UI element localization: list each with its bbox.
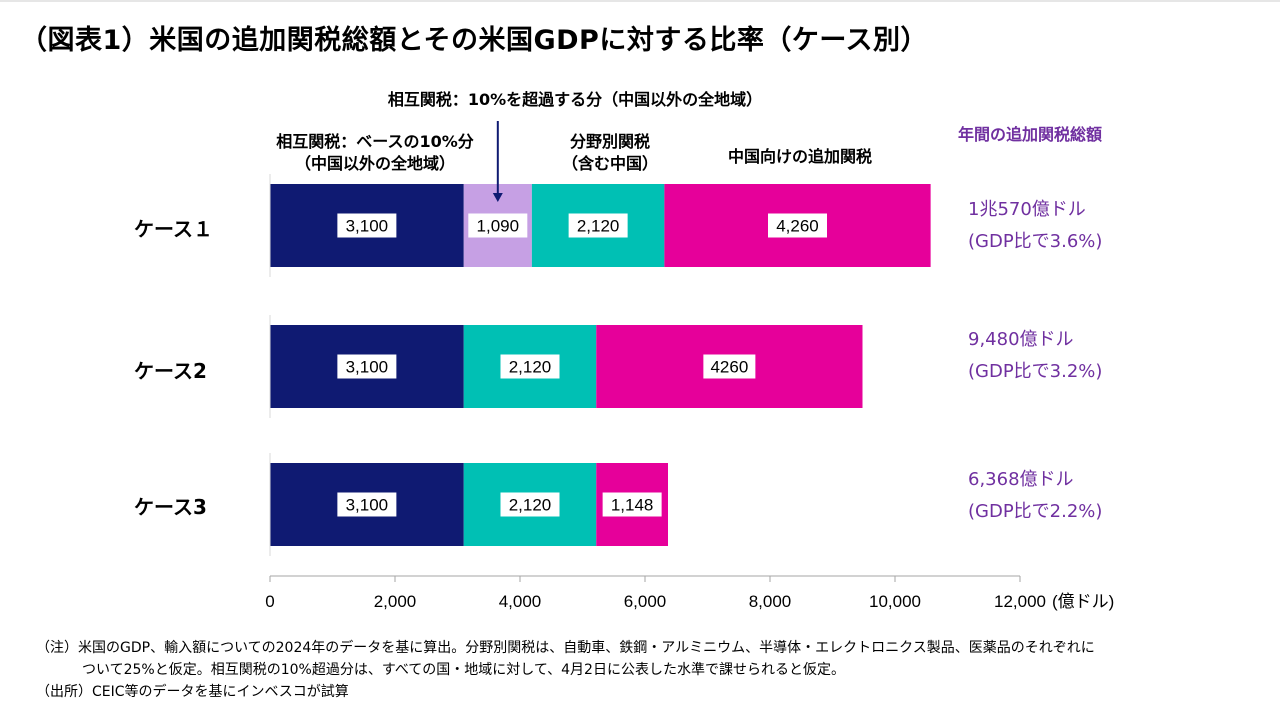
value-label-box-case1-series3 <box>568 213 628 238</box>
header-reciprocal-base: 相互関税：ベースの10%分 （中国以外の全地域） <box>255 131 495 175</box>
source-line: （出所）CEIC等のデータを基にインベスコが試算 <box>36 684 349 700</box>
value-label-case2-series3: 2,120 <box>509 358 552 377</box>
total-case-3-ratio: (GDP比で2.2%) <box>968 501 1103 522</box>
x-tick-label-4: 8,000 <box>749 592 792 611</box>
value-label-case1-series3: 2,120 <box>577 217 620 236</box>
header-sectoral: 分野別関税 （含む中国） <box>545 131 675 175</box>
note-line-2: ついて25%と仮定。相互関税の10%超過分は、すべての国・地域に対して、4月2日… <box>82 662 845 678</box>
total-case-1-amount: 1兆570億ドル <box>968 199 1086 220</box>
value-label-box-case2-series3 <box>500 354 560 379</box>
bars-layer: 3,100 1,090 2,120 4,260 3,100 2,120 4260 3,100 2… <box>270 184 931 546</box>
value-label-case3-series3: 2,120 <box>509 496 552 515</box>
x-tick-label-5: 10,000 <box>869 592 921 611</box>
total-case-3-amount: 6,368億ドル <box>968 469 1074 490</box>
value-label-case1-series2: 1,090 <box>477 217 520 236</box>
case-3-label: ケース3 <box>134 495 207 519</box>
total-case-3: 6,368億ドル (GDP比で2.2%) <box>968 464 1102 528</box>
page-title: （図表1）米国の追加関税総額とその米国GDPに対する比率（ケース別） <box>20 25 928 56</box>
note-line-1: （注）米国のGDP、輸入額についての2024年のデータを基に算出。分野別関税は、… <box>36 640 1095 656</box>
total-case-1-ratio: (GDP比で3.6%) <box>968 231 1103 252</box>
value-label-box-case2-series4 <box>703 354 756 379</box>
x-tick-label-2: 4,000 <box>499 592 542 611</box>
header-reciprocal-base-line2: （中国以外の全地域） <box>294 154 455 173</box>
value-label-case2-series1: 3,100 <box>346 358 389 377</box>
total-case-1: 1兆570億ドル (GDP比で3.6%) <box>968 194 1102 258</box>
value-label-case3-series1: 3,100 <box>346 496 389 515</box>
x-tick-label-1: 2,000 <box>374 592 417 611</box>
header-sectoral-line2: （含む中国） <box>561 154 658 173</box>
header-china: 中国向けの追加関税 <box>727 147 872 166</box>
value-label-box-case3-series1 <box>337 492 397 517</box>
total-case-2-amount: 9,480億ドル <box>968 329 1074 350</box>
case-2-label: ケース2 <box>134 359 207 383</box>
header-reciprocal-over-10: 相互関税：10%を超過する分（中国以外の全地域） <box>387 90 763 109</box>
x-tick-label-3: 6,000 <box>624 592 667 611</box>
value-label-case2-series4: 4260 <box>710 358 748 377</box>
x-tick-label-0: 0 <box>265 592 274 611</box>
axis-layer: 0 2,000 4,000 6,000 8,000 10,000 12,000 (億ドル) <box>265 174 1114 611</box>
value-label-box-case1-series1 <box>337 213 397 238</box>
value-label-case1-series1: 3,100 <box>346 217 389 236</box>
top-rule <box>0 0 1280 2</box>
header-sectoral-line1: 分野別関税 <box>569 132 650 151</box>
value-label-box-case3-series3 <box>500 492 560 517</box>
value-label-case1-series4: 4,260 <box>776 217 819 236</box>
x-unit-label: (億ドル) <box>1052 592 1114 611</box>
total-case-2-ratio: (GDP比で3.2%) <box>968 361 1103 382</box>
header-annual-total: 年間の追加関税総額 <box>957 125 1102 144</box>
x-tick-label-6: 12,000 <box>994 592 1046 611</box>
arrow-head <box>492 193 503 202</box>
header-reciprocal-base-line1: 相互関税：ベースの10%分 <box>276 132 474 151</box>
annotation-arrow <box>492 121 503 202</box>
value-label-box-case3-series4 <box>602 492 662 517</box>
value-label-box-case1-series4 <box>768 213 827 238</box>
value-label-box-case1-series2 <box>468 213 528 238</box>
value-label-case3-series4: 1,148 <box>611 496 654 515</box>
value-label-box-case2-series1 <box>337 354 397 379</box>
case-1-label: ケース１ <box>134 217 213 241</box>
total-case-2: 9,480億ドル (GDP比で3.2%) <box>968 324 1102 388</box>
